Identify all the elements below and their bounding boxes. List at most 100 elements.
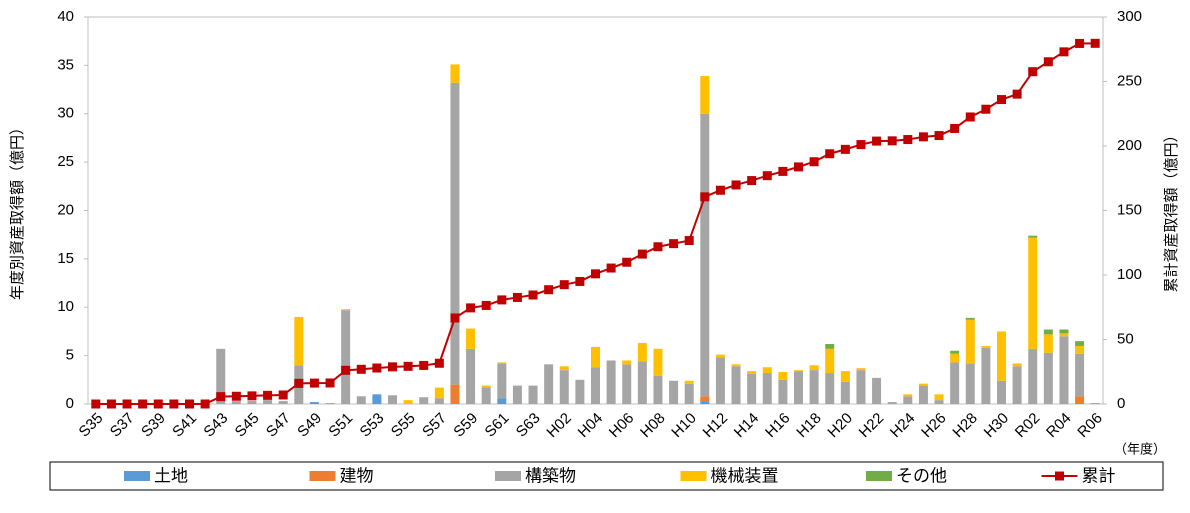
- line-marker: [169, 399, 179, 409]
- line-marker: [903, 135, 913, 145]
- line-marker: [200, 399, 210, 409]
- bar-segment: [669, 380, 679, 404]
- x-tick-label: H24: [887, 410, 918, 441]
- line-marker: [715, 185, 725, 195]
- bar-segment: [591, 346, 600, 368]
- bar-segment: [606, 360, 616, 404]
- y2-tick-label: 200: [1117, 137, 1142, 154]
- bar-segment: [1075, 396, 1085, 404]
- bar-segment: [903, 396, 913, 404]
- bar-segment: [575, 379, 585, 404]
- x-tick-label: S39: [138, 410, 169, 441]
- y2-tick-label: 100: [1117, 266, 1142, 283]
- legend-swatch: [495, 471, 521, 481]
- y-tick-label: 25: [57, 153, 74, 170]
- plot-frame: [87, 16, 1104, 405]
- line-marker: [591, 269, 600, 279]
- bar-segment: [637, 343, 647, 362]
- bar-segment: [1075, 341, 1085, 346]
- bar-segment: [731, 366, 741, 404]
- line-marker: [122, 399, 132, 409]
- x-tick-label: H30: [981, 410, 1012, 441]
- line-marker: [1090, 38, 1100, 48]
- line-marker: [278, 390, 288, 400]
- bar-segment: [825, 348, 835, 374]
- x-tick-label: S43: [200, 410, 231, 441]
- bar-segment: [419, 397, 429, 404]
- line-marker: [762, 171, 772, 181]
- line-marker: [653, 242, 663, 252]
- bar-segment: [544, 364, 554, 404]
- line-marker: [622, 257, 632, 267]
- bar-segment: [1028, 235, 1038, 238]
- bar-segment: [622, 364, 632, 404]
- x-tick-label: S51: [325, 410, 356, 441]
- y-tick-label: 10: [57, 298, 74, 315]
- bar-segment: [434, 398, 444, 404]
- bar-segment: [778, 372, 788, 380]
- bar-segment: [965, 363, 975, 404]
- bar-segment: [700, 396, 710, 402]
- y-tick-label: 40: [57, 8, 74, 25]
- line-marker: [466, 303, 476, 313]
- line-marker: [637, 249, 647, 259]
- bar-segment: [731, 364, 741, 367]
- bar-segment: [934, 394, 944, 401]
- x-tick-label: R02: [1012, 410, 1043, 441]
- line-marker: [294, 378, 304, 388]
- bar-segment: [356, 396, 366, 404]
- bar-segment: [856, 370, 866, 404]
- bar-segment: [247, 401, 257, 404]
- bar-segment: [434, 387, 444, 399]
- bar-segment: [997, 380, 1006, 404]
- line-marker: [918, 132, 928, 142]
- line-marker: [497, 295, 507, 305]
- legend-label: その他: [896, 466, 947, 485]
- x-tick-label: H06: [606, 410, 637, 441]
- line-marker: [700, 192, 710, 202]
- x-tick-label: S37: [107, 410, 138, 441]
- bar-segment: [950, 353, 960, 363]
- bar-segment: [715, 354, 725, 358]
- line-marker: [575, 276, 585, 286]
- bar-segment: [388, 395, 397, 404]
- line-marker: [981, 104, 991, 114]
- y-tick-label: 5: [66, 347, 74, 364]
- bar-segment: [637, 361, 647, 404]
- bar-segment: [497, 362, 507, 364]
- bar-segment: [1012, 363, 1022, 367]
- bar-segment: [263, 400, 273, 404]
- line-marker: [512, 292, 522, 302]
- legend-marker: [1055, 471, 1064, 481]
- bar-segment: [700, 401, 710, 404]
- x-tick-label: R04: [1043, 410, 1074, 441]
- x-tick-label: H14: [731, 410, 762, 441]
- bar-segment: [747, 371, 757, 375]
- legend-label: 機械装置: [711, 466, 779, 485]
- y2-tick-label: 300: [1117, 8, 1142, 25]
- line-marker: [91, 399, 101, 409]
- y-tick-label: 0: [66, 395, 74, 412]
- bar-segment: [216, 348, 226, 404]
- bar-segment: [278, 401, 288, 404]
- line-marker: [403, 361, 413, 371]
- line-marker: [559, 280, 569, 290]
- y2-tick-label: 250: [1117, 72, 1142, 89]
- legend-swatch: [866, 471, 892, 481]
- x-tick-label: H12: [700, 410, 731, 441]
- line-marker: [606, 263, 616, 273]
- bar-segment: [715, 357, 725, 404]
- line-marker: [106, 399, 116, 409]
- line-marker: [950, 123, 960, 133]
- legend-label: 土地: [154, 466, 188, 485]
- bar-segment: [903, 394, 913, 397]
- bar-segment: [481, 387, 491, 404]
- y2-axis-title: 累計資産取得額（億円）: [1163, 127, 1180, 292]
- bar-segment: [700, 76, 710, 114]
- bar-segment: [981, 347, 991, 404]
- line-marker: [372, 363, 382, 373]
- bar-segment: [653, 348, 663, 376]
- bar-segment: [918, 385, 928, 404]
- bar-segment: [981, 345, 991, 348]
